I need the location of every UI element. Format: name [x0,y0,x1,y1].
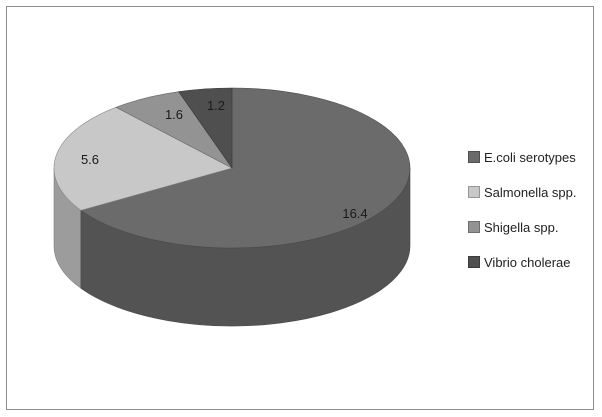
legend-swatch-ecoli [468,151,480,163]
pie-slice-vibrio-cholerae [178,87,233,169]
legend-label-ecoli: E.coli serotypes [484,149,576,165]
data-label-0: 16.4 [342,206,367,221]
pie-slice-salmonella-spp [53,106,233,211]
legend: E.coli serotypes Salmonella spp. Shigell… [468,148,596,288]
legend-item-salmonella: Salmonella spp. [468,183,596,201]
pie-slice-e-coli-serotypes [80,87,411,249]
data-label-2: 1.6 [165,107,183,122]
pie-slices [53,87,411,327]
legend-item-shigella: Shigella spp. [468,218,596,236]
data-label-1: 5.6 [81,152,99,167]
legend-swatch-vibrio [468,256,480,268]
legend-swatch-shigella [468,221,480,233]
legend-label-vibrio: Vibrio cholerae [484,254,571,270]
legend-item-vibrio: Vibrio cholerae [468,253,596,271]
data-label-3: 1.2 [207,98,225,113]
legend-swatch-salmonella [468,186,480,198]
legend-label-shigella: Shigella spp. [484,219,559,235]
legend-label-salmonella: Salmonella spp. [484,184,577,200]
legend-item-ecoli: E.coli serotypes [468,148,596,166]
